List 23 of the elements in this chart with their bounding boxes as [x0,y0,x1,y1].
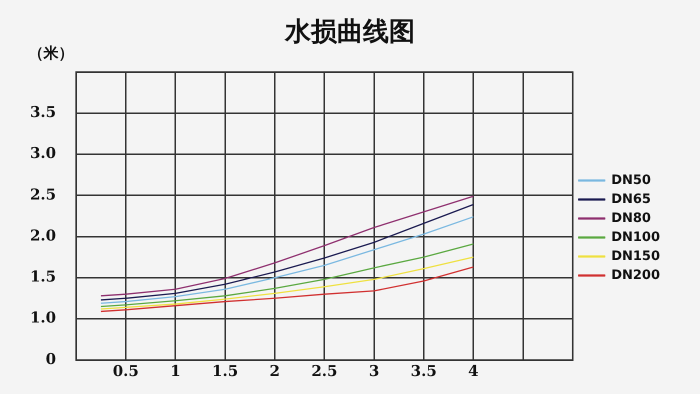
x-tick-label: 0.5 [112,362,139,380]
y-tick-label: 3.0 [30,144,56,162]
x-tick-label: 1 [170,362,181,380]
legend-label: DN80 [611,210,651,226]
y-tick-label: 1.5 [30,268,56,286]
x-tick-label: 2 [270,362,280,380]
x-tick-label: 4 [468,362,479,380]
legend-label: DN100 [611,230,660,245]
x-tick-label: 3 [368,362,380,380]
y-axis-title: （米） [28,45,74,62]
x-tick-label: 2.5 [311,362,338,380]
y-tick-label: 2.0 [30,226,56,244]
x-tick-label: 3.5 [410,362,437,380]
y-tick-label: 0 [46,350,56,368]
x-tick-label: 1.5 [212,362,238,380]
y-tick-label: 3.5 [30,103,56,122]
y-tick-label: 2.5 [30,185,56,204]
legend-label: DN50 [611,172,651,188]
legend-label: DN65 [611,192,651,207]
legend-label: DN150 [611,248,660,264]
chart-title: 水损曲线图 [285,16,415,46]
legend-label: DN200 [611,268,660,283]
y-tick-label: 1.0 [30,308,56,327]
